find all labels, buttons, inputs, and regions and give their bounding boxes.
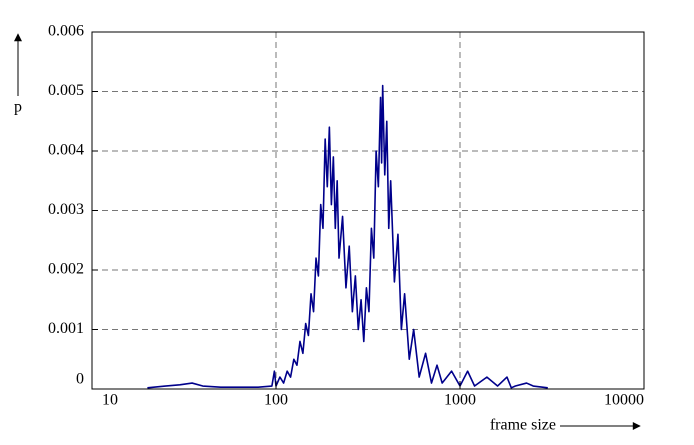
- x-axis-label: frame size: [490, 417, 556, 434]
- y-tick-label: 0: [76, 371, 84, 388]
- x-tick-label: 1000: [444, 392, 476, 409]
- y-tick-label: 0.004: [48, 142, 84, 159]
- plot-area: [147, 84, 548, 389]
- x-tick-label: 100: [264, 392, 288, 409]
- y-tick-label: 0.001: [48, 320, 84, 337]
- grid: [91, 31, 645, 390]
- y-tick-label: 0.005: [48, 82, 84, 99]
- y-axis-label: p: [14, 99, 22, 116]
- data-line: [147, 84, 548, 389]
- y-tick-label: 0.002: [48, 261, 84, 278]
- x-tick-label: 10: [102, 392, 118, 409]
- y-tick-label: 0.006: [48, 23, 84, 40]
- x-tick-label: 10000: [604, 392, 644, 409]
- y-tick-label: 0.003: [48, 201, 84, 218]
